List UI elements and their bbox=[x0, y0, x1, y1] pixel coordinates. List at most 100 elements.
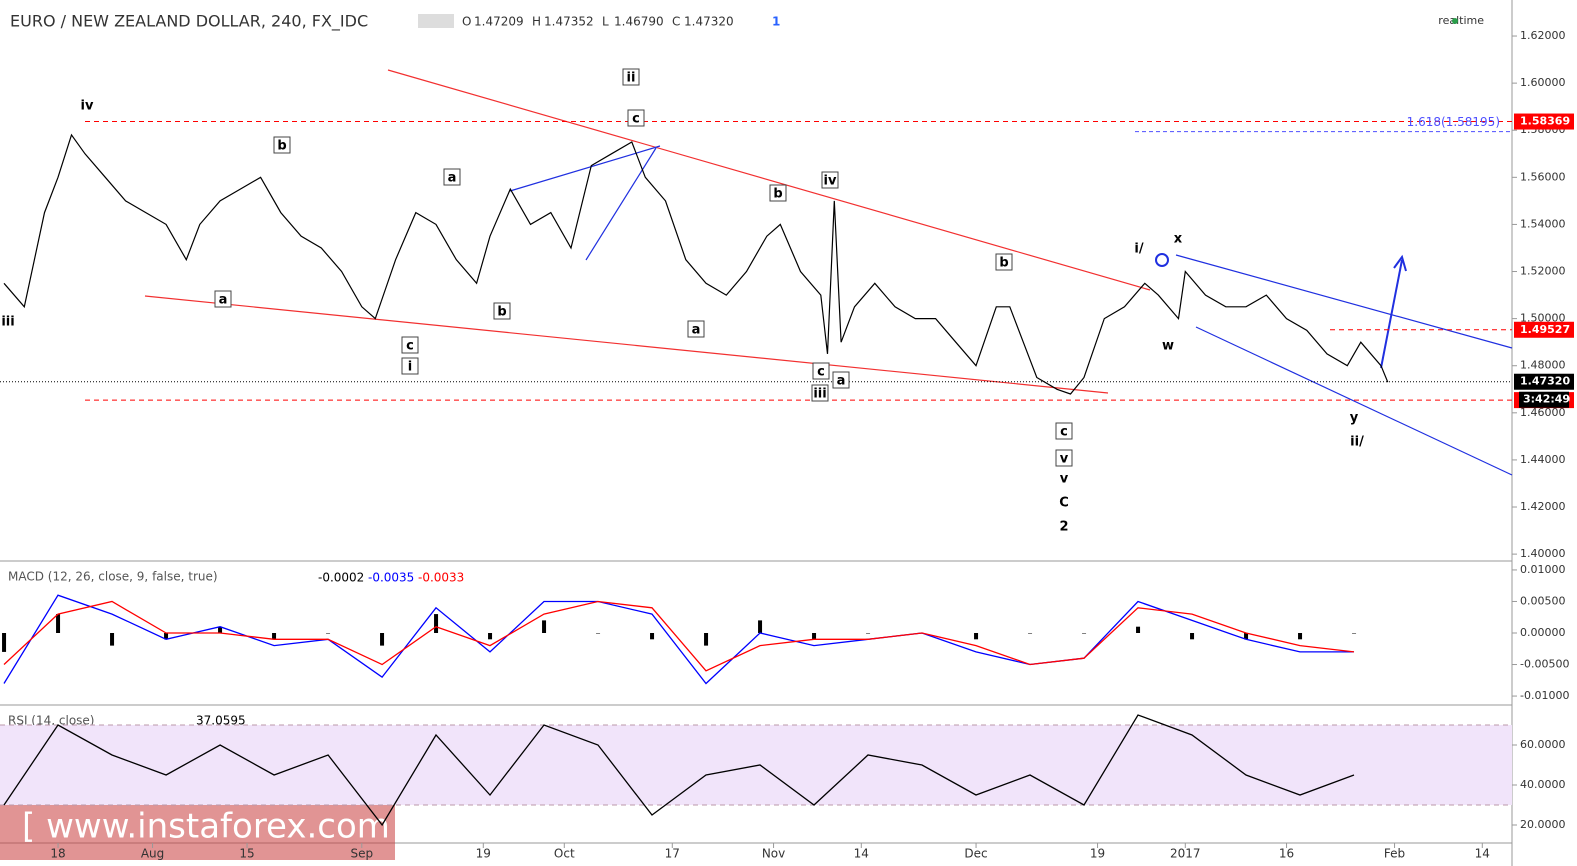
y-tick-label: 0.00500 bbox=[1520, 594, 1566, 607]
wave-box bbox=[443, 168, 461, 186]
wave-label: i bbox=[408, 360, 412, 375]
y-tick-label: 20.0000 bbox=[1520, 818, 1566, 831]
histogram-bar bbox=[866, 633, 871, 634]
histogram-bar bbox=[380, 633, 385, 646]
x-tick-label: 19 bbox=[1090, 847, 1105, 861]
histogram-bar bbox=[272, 633, 277, 640]
wave-box bbox=[401, 336, 419, 354]
wave-circle bbox=[1155, 253, 1169, 267]
wave-box bbox=[493, 302, 511, 320]
macd-readout: -0.0033 bbox=[418, 571, 464, 585]
y-tick-label: 0.01000 bbox=[1520, 563, 1566, 576]
wave-box bbox=[214, 290, 232, 308]
wave-box bbox=[1055, 449, 1073, 467]
wave-label: b bbox=[277, 139, 286, 154]
histogram-bar bbox=[2, 633, 7, 652]
y-tick-label: 1.42000 bbox=[1520, 500, 1566, 513]
x-tick-label: 2017 bbox=[1170, 847, 1201, 861]
y-tick-label: 1.52000 bbox=[1520, 265, 1566, 278]
status: realtime bbox=[1438, 14, 1484, 27]
wave-label: c bbox=[1060, 425, 1068, 440]
wave-label: c bbox=[817, 365, 825, 380]
histogram-bar bbox=[650, 633, 655, 640]
x-tick-label: 16 bbox=[1279, 847, 1294, 861]
indicator-title: RSI (14, close) bbox=[8, 714, 94, 728]
x-tick-label: 14 bbox=[1475, 847, 1490, 861]
rsi-band bbox=[0, 725, 1512, 805]
histogram-bar bbox=[1190, 633, 1195, 640]
wave-label: 2 bbox=[1059, 520, 1068, 535]
series-line bbox=[3, 594, 1354, 685]
trend-line bbox=[585, 147, 657, 261]
channel-line bbox=[1175, 254, 1513, 349]
x-tick-label: 17 bbox=[665, 847, 680, 861]
wave-label: b bbox=[773, 187, 782, 202]
histogram-bar bbox=[974, 633, 979, 640]
wave-box bbox=[1055, 422, 1073, 440]
wave-label: v bbox=[1060, 452, 1069, 467]
watermark-text: [ www.instaforex.com ] bbox=[22, 807, 414, 847]
ohlc-value: 1.47320 bbox=[684, 15, 734, 29]
ohlc-value: 1.47352 bbox=[544, 15, 594, 29]
wave-box bbox=[832, 371, 850, 389]
wave-label: iii bbox=[1, 315, 14, 330]
wave-label: v bbox=[1060, 472, 1069, 487]
y-tick-label: 1.46000 bbox=[1520, 406, 1566, 419]
histogram-bar bbox=[218, 626, 223, 633]
icons bbox=[418, 14, 454, 28]
wave-label: ii bbox=[627, 71, 636, 86]
wave-label: y bbox=[1350, 411, 1359, 426]
x-tick-label: Oct bbox=[554, 847, 575, 861]
ohlc-name: C bbox=[672, 15, 680, 29]
channel-line bbox=[1195, 326, 1513, 476]
y-tick-label: 1.54000 bbox=[1520, 217, 1566, 230]
wave-label: w bbox=[1162, 339, 1174, 354]
histogram-bar bbox=[758, 620, 763, 633]
arrow bbox=[1380, 259, 1403, 369]
wave-label: iv bbox=[824, 174, 837, 189]
histogram-bar bbox=[596, 633, 601, 634]
trend-line bbox=[509, 145, 661, 192]
rsi-readout: 37.0595 bbox=[196, 714, 246, 728]
histogram-bar bbox=[1352, 633, 1357, 634]
x-tick-label: 14 bbox=[854, 847, 869, 861]
wave-label: b bbox=[497, 305, 506, 320]
series-line bbox=[3, 133, 1389, 395]
countdown: 3:42:49 bbox=[1523, 393, 1570, 406]
wave-box bbox=[995, 253, 1013, 271]
price-tag bbox=[1514, 321, 1574, 338]
histogram-bar bbox=[1298, 633, 1303, 640]
y-tick-label: 60.0000 bbox=[1520, 738, 1566, 751]
trend-line bbox=[387, 69, 1151, 291]
histogram-bar bbox=[1244, 633, 1249, 640]
x-tick-label: Feb bbox=[1384, 847, 1405, 861]
price-tag bbox=[1514, 373, 1574, 390]
series-line bbox=[3, 600, 1355, 672]
x-tick-label: Aug bbox=[141, 847, 164, 861]
wave-box bbox=[401, 357, 419, 375]
trend-line bbox=[144, 295, 1109, 394]
wave-box bbox=[622, 68, 640, 86]
wave-box bbox=[627, 109, 645, 127]
histogram-bar bbox=[542, 620, 547, 633]
wave-label: a bbox=[837, 374, 846, 389]
wave-box bbox=[769, 184, 787, 202]
wave-box bbox=[687, 320, 705, 338]
wave-label: iv bbox=[81, 99, 94, 114]
wave-label: c bbox=[632, 112, 640, 127]
wave-box bbox=[812, 362, 830, 380]
wave-label: x bbox=[1174, 232, 1183, 247]
y-tick-label: 1.56000 bbox=[1520, 170, 1566, 183]
price-tag-label: 1.58369 bbox=[1520, 115, 1570, 128]
wave-label: i/ bbox=[1134, 242, 1143, 257]
wave-label: a bbox=[692, 323, 701, 338]
histogram-bar bbox=[110, 633, 115, 646]
y-tick-label: 1.50000 bbox=[1520, 312, 1566, 325]
y-tick-label: 40.0000 bbox=[1520, 778, 1566, 791]
ohlc-name: H bbox=[532, 15, 541, 29]
arrow-head bbox=[1393, 254, 1407, 272]
wave-box bbox=[821, 171, 839, 189]
price-tag bbox=[1514, 113, 1574, 130]
